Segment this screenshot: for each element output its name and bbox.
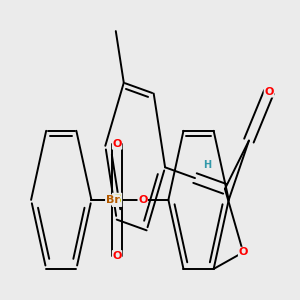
Text: S: S: [112, 194, 122, 206]
Text: O: O: [238, 247, 248, 257]
Text: O: O: [264, 87, 274, 97]
Text: O: O: [112, 251, 122, 261]
Text: O: O: [138, 195, 147, 205]
Text: H: H: [203, 160, 211, 170]
Text: O: O: [112, 139, 122, 149]
Text: Br: Br: [106, 195, 119, 205]
